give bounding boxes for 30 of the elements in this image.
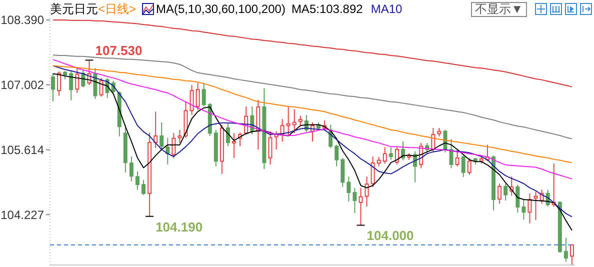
candlestick	[388, 147, 393, 160]
candlestick	[528, 192, 532, 224]
candlestick	[437, 127, 442, 137]
y-tick-label: 107.002	[0, 78, 44, 92]
annotation: 107.530	[95, 43, 142, 58]
line-series	[52, 19, 572, 88]
chart-title: 美元日元	[50, 0, 98, 18]
candlestick	[262, 88, 266, 170]
text: MA5:103.892	[291, 2, 363, 16]
candlestick	[286, 106, 290, 136]
y-tick-label: 104.227	[0, 208, 44, 222]
candlestick	[346, 176, 351, 202]
candlestick	[190, 84, 194, 116]
annotation: 104.000	[366, 228, 414, 244]
line-series	[52, 59, 572, 180]
candlestick	[129, 156, 134, 182]
candlestick	[504, 183, 508, 201]
y-tick-label: 108.390	[0, 13, 44, 28]
candlestick	[364, 176, 369, 208]
candlestick	[148, 132, 152, 217]
line-series	[52, 54, 572, 140]
candlestick	[534, 191, 538, 221]
y-tick-label: 105.614	[0, 143, 44, 158]
line-series	[52, 65, 572, 164]
chart-subtitle: <日线>	[98, 0, 136, 18]
dropdown: 不显示▼	[471, 2, 527, 16]
annotation: 104.190	[156, 219, 203, 234]
annotation: MA(5,10,30,60,100,200)	[156, 2, 286, 16]
text: MA10	[370, 2, 402, 16]
candlestick	[166, 137, 170, 165]
